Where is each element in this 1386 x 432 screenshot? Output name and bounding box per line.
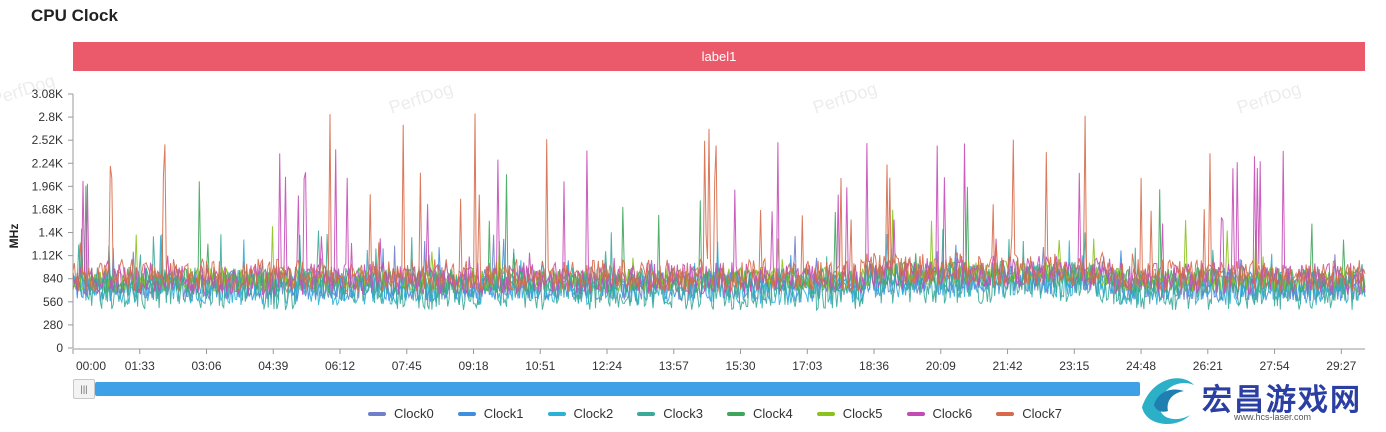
x-tick-label: 20:09 [926,359,956,373]
legend-swatch [996,411,1015,416]
x-tick-label: 04:39 [258,359,288,373]
x-tick-label: 17:03 [792,359,822,373]
y-tick-label: 3.08K [32,87,63,101]
x-tick-label: 18:36 [859,359,889,373]
y-axis-label: MHz [7,224,21,249]
y-tick-label: 1.96K [32,179,63,193]
y-tick-label: 2.24K [32,156,63,170]
y-tick-label: 280 [43,318,63,332]
legend-label: Clock7 [1022,406,1062,421]
x-tick-label: 01:33 [125,359,155,373]
legend-item-clock4[interactable]: Clock4 [727,406,793,421]
x-tick-label: 23:15 [1059,359,1089,373]
x-tick-label: 13:57 [659,359,689,373]
logo-text: 宏昌游戏网 [1202,384,1362,417]
legend-item-clock7[interactable]: Clock7 [996,406,1062,421]
chart-legend: Clock0 Clock1 Clock2 Clock3 Clock4 Clock5 Cloc… [368,406,1086,421]
legend-swatch [547,411,566,416]
x-tick-label: 15:30 [726,359,756,373]
x-tick-label: 12:24 [592,359,622,373]
legend-item-clock3[interactable]: Clock3 [637,406,703,421]
y-tick-label: 2.8K [38,110,63,124]
legend-swatch [368,411,386,416]
legend-label: Clock0 [394,406,434,421]
x-tick-label: 06:12 [325,359,355,373]
legend-label: Clock1 [483,406,524,421]
series-line-clock7 [72,113,1366,294]
x-tick-label: 03:06 [191,359,221,373]
x-tick-label: 21:42 [993,359,1023,373]
legend-item-clock6[interactable]: Clock6 [906,406,973,421]
legend-label: Clock4 [753,406,793,421]
x-tick-label: 29:27 [1326,359,1356,373]
legend-swatch [457,411,476,416]
timeline-scroll-handle[interactable]: ||| [73,379,95,399]
legend-item-clock5[interactable]: Clock5 [816,406,883,421]
label-banner-text: label1 [701,49,737,64]
x-tick-label: 00:00 [76,359,106,373]
x-tick-label: 27:54 [1260,359,1290,373]
timeline-scrollbar[interactable] [95,382,1140,396]
y-tick-label: 560 [43,295,63,309]
y-tick-label: 1.4K [38,226,63,240]
chart-title: CPU Clock [31,6,118,25]
x-tick-label: 07:45 [392,359,422,373]
legend-item-clock1[interactable]: Clock1 [457,406,524,421]
legend-item-clock0[interactable]: Clock0 [368,406,434,421]
site-logo: 宏昌游戏网 www.hcs-laser.com [1132,366,1382,428]
legend-label: Clock6 [932,406,973,421]
legend-label: Clock3 [663,406,703,421]
legend-swatch [816,411,835,416]
y-tick-label: 840 [43,272,63,286]
logo-subtext: www.hcs-laser.com [1234,412,1312,422]
y-tick-label: 0 [56,341,63,355]
x-tick-label: 10:51 [525,359,555,373]
y-tick-label: 2.52K [32,133,63,147]
legend-label: Clock2 [573,406,614,421]
legend-label: Clock5 [842,406,883,421]
legend-swatch [637,411,656,416]
x-tick-label: 09:18 [459,359,489,373]
legend-swatch [906,411,925,416]
y-tick-label: 1.68K [32,202,63,216]
y-tick-label: 1.12K [32,249,63,263]
dragon-logo-icon [1142,378,1194,425]
label-banner: label1 [73,42,1365,71]
x-tick-label: 24:48 [1126,359,1156,373]
legend-swatch [727,411,745,416]
x-tick-label: 26:21 [1193,359,1223,373]
legend-item-clock2[interactable]: Clock2 [547,406,614,421]
